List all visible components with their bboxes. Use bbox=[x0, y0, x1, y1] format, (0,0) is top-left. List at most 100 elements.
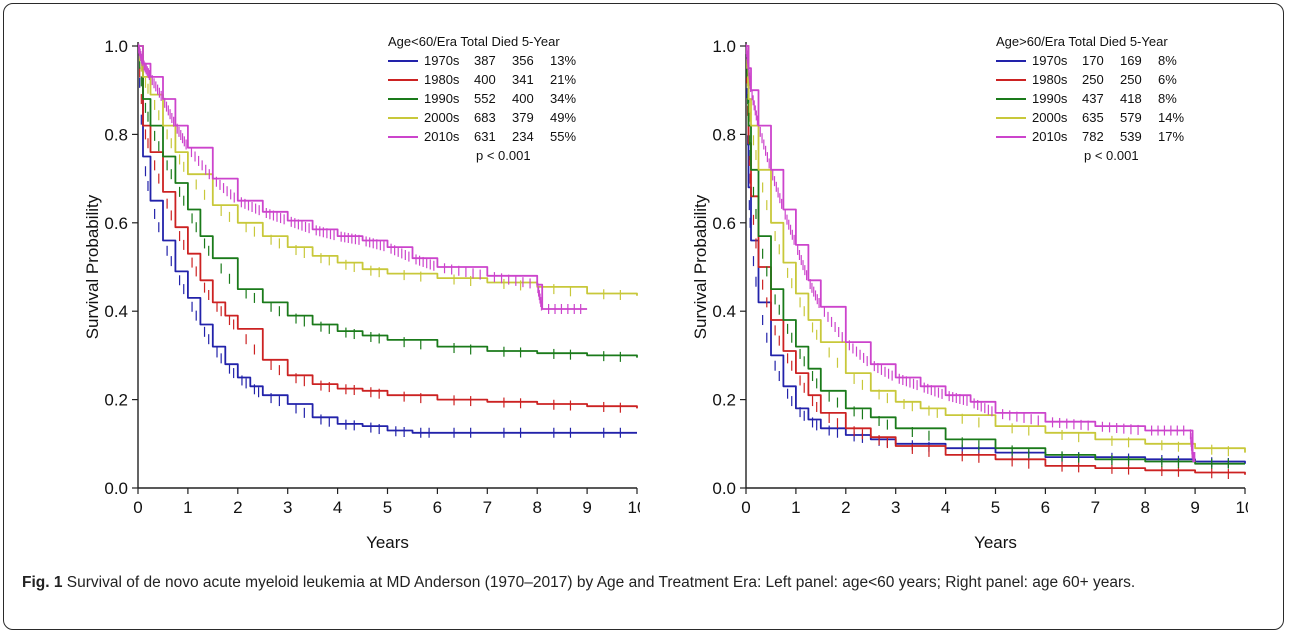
left-legend-era: 2010s bbox=[424, 129, 460, 144]
right-legend-died: 579 bbox=[1120, 110, 1142, 125]
left-censor-marks-2010s bbox=[138, 43, 582, 314]
right-censor-marks-1990s bbox=[746, 67, 1229, 469]
left-y-tick-label: 0.4 bbox=[104, 302, 128, 321]
right-legend-total: 782 bbox=[1082, 129, 1104, 144]
caption-text: Survival of de novo acute myeloid leukem… bbox=[66, 574, 1136, 591]
left-legend-died: 341 bbox=[512, 72, 534, 87]
left-legend-era: 1970s bbox=[424, 53, 460, 68]
right-y-tick-label: 0.6 bbox=[712, 214, 736, 233]
chart-left: 0123456789100.00.20.40.60.81.0YearsSurvi… bbox=[83, 34, 640, 552]
left-legend-total: 387 bbox=[474, 53, 496, 68]
left-legend-total: 631 bbox=[474, 129, 496, 144]
left-legend-died: 234 bbox=[512, 129, 534, 144]
left-legend-5yr: 55% bbox=[550, 129, 576, 144]
right-series-2000s bbox=[746, 45, 1246, 453]
right-legend-era: 1980s bbox=[1032, 72, 1068, 87]
left-x-tick-label: 9 bbox=[582, 498, 591, 517]
chart-right: 0 1 2 3 4 5 6 7 8 9 10 0.0 0.2 0.4 0.6 0.8 1.0 Years Survi… bbox=[691, 34, 1248, 552]
right-y-axis-title: Survival Probability bbox=[691, 194, 710, 339]
right-y-tick-label: 0.8 bbox=[712, 125, 736, 144]
right-x-tick-label: 7 bbox=[1091, 498, 1100, 517]
right-p-value: p < 0.001 bbox=[1084, 148, 1139, 163]
left-censor-marks-1970s bbox=[139, 77, 621, 438]
left-legend-total: 683 bbox=[474, 110, 496, 125]
left-series-1970s bbox=[138, 45, 637, 434]
right-series-2010s bbox=[746, 45, 1196, 458]
left-y-tick-label: 1.0 bbox=[104, 37, 128, 56]
right-series-1980s bbox=[746, 45, 1246, 475]
right-legend-5yr: 8% bbox=[1158, 53, 1177, 68]
right-censor-marks-1980s bbox=[746, 73, 1229, 480]
right-legend-total: 437 bbox=[1082, 91, 1104, 106]
right-legend-5yr: 8% bbox=[1158, 91, 1177, 106]
left-series-2000s bbox=[138, 45, 638, 296]
right-x-tick-label: 9 bbox=[1190, 498, 1199, 517]
left-x-tick-label: 1 bbox=[183, 498, 192, 517]
right-legend-died: 539 bbox=[1120, 129, 1142, 144]
left-x-tick-label: 0 bbox=[133, 498, 142, 517]
left-x-tick-label: 8 bbox=[532, 498, 541, 517]
left-legend-era: 1980s bbox=[424, 72, 460, 87]
right-legend-died: 169 bbox=[1120, 53, 1142, 68]
left-y-tick-label: 0.0 bbox=[104, 479, 128, 498]
right-x-tick-label: 10 bbox=[1236, 498, 1248, 517]
right-x-tick-label: 5 bbox=[991, 498, 1000, 517]
left-x-tick-label: 3 bbox=[283, 498, 292, 517]
left-censor-marks-2000s bbox=[139, 51, 621, 300]
caption-label: Fig. 1 bbox=[22, 574, 63, 591]
right-legend-died: 250 bbox=[1120, 72, 1142, 87]
right-censor-marks-2000s bbox=[746, 58, 1229, 457]
right-y-tick-label: 0.4 bbox=[712, 302, 736, 321]
right-x-axis-title: Years bbox=[974, 533, 1017, 552]
left-legend-total: 400 bbox=[474, 72, 496, 87]
right-x-tick-label: 1 bbox=[791, 498, 800, 517]
left-x-tick-label: 6 bbox=[433, 498, 442, 517]
right-y-tick-label: 0.0 bbox=[712, 479, 736, 498]
left-legend-5yr: 49% bbox=[550, 110, 576, 125]
left-p-value: p < 0.001 bbox=[476, 148, 531, 163]
right-x-tick-label: 8 bbox=[1140, 498, 1149, 517]
left-legend-died: 400 bbox=[512, 91, 534, 106]
right-x-tick-label: 3 bbox=[891, 498, 900, 517]
right-legend-era: 1990s bbox=[1032, 91, 1068, 106]
right-x-tick-label: 0 bbox=[741, 498, 750, 517]
left-y-axis-title: Survival Probability bbox=[83, 194, 102, 339]
left-series-1980s bbox=[138, 45, 638, 409]
right-legend-era: 2000s bbox=[1032, 110, 1068, 125]
left-legend-5yr: 34% bbox=[550, 91, 576, 106]
figure-frame bbox=[3, 3, 1284, 630]
left-series-1990s bbox=[138, 45, 638, 358]
right-series-1970s bbox=[746, 45, 1246, 464]
left-legend-total: 552 bbox=[474, 91, 496, 106]
left-x-tick-label: 7 bbox=[483, 498, 492, 517]
right-x-tick-label: 2 bbox=[841, 498, 850, 517]
left-x-tick-label: 10 bbox=[628, 498, 640, 517]
left-x-tick-label: 2 bbox=[233, 498, 242, 517]
left-y-tick-label: 0.6 bbox=[104, 214, 128, 233]
right-legend-era: 1970s bbox=[1032, 53, 1068, 68]
right-y-tick-label: 0.2 bbox=[712, 391, 736, 410]
right-legend-5yr: 6% bbox=[1158, 72, 1177, 87]
right-legend-died: 418 bbox=[1120, 91, 1142, 106]
left-legend-died: 379 bbox=[512, 110, 534, 125]
left-legend-5yr: 13% bbox=[550, 53, 576, 68]
right-censor-marks-2010s bbox=[745, 44, 1196, 463]
left-legend-era: 2000s bbox=[424, 110, 460, 125]
left-x-axis-title: Years bbox=[366, 533, 409, 552]
right-legend-era: 2010s bbox=[1032, 129, 1068, 144]
right-legend-5yr: 17% bbox=[1158, 129, 1184, 144]
left-legend-died: 356 bbox=[512, 53, 534, 68]
right-x-tick-label: 4 bbox=[941, 498, 950, 517]
left-y-tick-label: 0.8 bbox=[104, 125, 128, 144]
right-legend-total: 250 bbox=[1082, 72, 1104, 87]
left-legend-era: 1990s bbox=[424, 91, 460, 106]
left-x-tick-label: 4 bbox=[333, 498, 342, 517]
left-legend-5yr: 21% bbox=[550, 72, 576, 87]
left-x-tick-label: 5 bbox=[383, 498, 392, 517]
right-x-tick-label: 6 bbox=[1041, 498, 1050, 517]
left-censor-marks-1990s bbox=[139, 58, 621, 362]
right-legend-total: 635 bbox=[1082, 110, 1104, 125]
right-censor-marks-1970s bbox=[746, 88, 1229, 468]
left-censor-marks-1980s bbox=[139, 67, 621, 413]
left-y-tick-label: 0.2 bbox=[104, 391, 128, 410]
